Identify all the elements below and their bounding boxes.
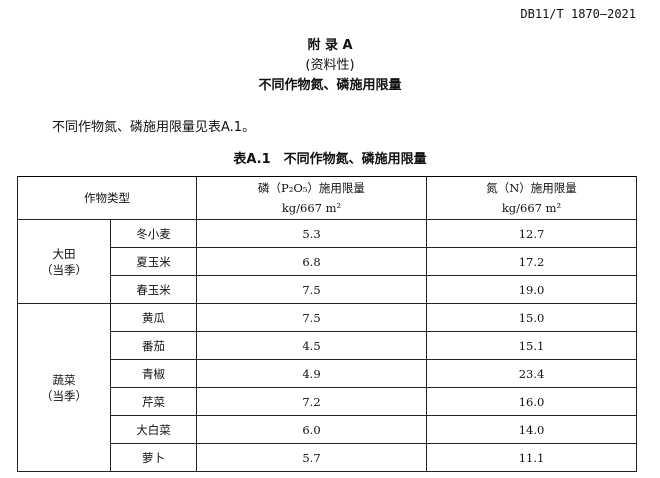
crop-cell: 萝卜 bbox=[110, 443, 197, 472]
group-sub: （当季） bbox=[41, 262, 87, 277]
nitrogen-unit: kg/667 m² bbox=[501, 201, 562, 215]
table-row: 芹菜 7.2 16.0 bbox=[18, 387, 637, 416]
crop-cell: 番茄 bbox=[110, 331, 197, 360]
nitrogen-value: 11.1 bbox=[426, 443, 637, 472]
group-name: 蔬菜 bbox=[52, 372, 76, 387]
table-row: 春玉米 7.5 19.0 bbox=[18, 275, 637, 304]
appendix-heading: 附 录 A bbox=[307, 38, 353, 53]
phosphorus-label: 磷（P₂O₅）施用限量 bbox=[258, 181, 365, 195]
phosphorus-value: 5.3 bbox=[196, 219, 427, 248]
nitrogen-label: 氮（N）施用限量 bbox=[486, 181, 577, 195]
crop-cell: 芹菜 bbox=[110, 387, 197, 416]
nitrogen-value: 23.4 bbox=[426, 359, 637, 388]
crop-cell: 青椒 bbox=[110, 359, 197, 388]
phosphorus-value: 7.5 bbox=[196, 303, 427, 332]
nitrogen-value: 15.0 bbox=[426, 303, 637, 332]
intro-text: 不同作物氮、磷施用限量见表A.1。 bbox=[52, 120, 256, 135]
table-row: 夏玉米 6.8 17.2 bbox=[18, 247, 637, 276]
appendix-nature: (资料性) bbox=[305, 58, 355, 73]
nitrogen-value: 19.0 bbox=[426, 275, 637, 304]
group-cell: 蔬菜 （当季） bbox=[17, 303, 111, 472]
table-row: 番茄 4.5 15.1 bbox=[18, 331, 637, 360]
phosphorus-value: 5.7 bbox=[196, 443, 427, 472]
header-phosphorus: 磷（P₂O₅）施用限量 kg/667 m² bbox=[196, 176, 427, 220]
nitrogen-value: 12.7 bbox=[426, 219, 637, 248]
crop-cell: 黄瓜 bbox=[110, 303, 197, 332]
phosphorus-value: 7.5 bbox=[196, 275, 427, 304]
header-row: 作物类型 磷（P₂O₅）施用限量 kg/667 m² 氮（N）施用限量 kg/667… bbox=[17, 176, 637, 220]
nitrogen-value: 14.0 bbox=[426, 415, 637, 444]
phosphorus-unit: kg/667 m² bbox=[281, 201, 342, 215]
group-name: 大田 bbox=[52, 246, 76, 261]
phosphorus-value: 4.9 bbox=[196, 359, 427, 388]
standard-id: DB11/T 1870—2021 bbox=[520, 7, 636, 21]
table-row: 蔬菜 （当季） 黄瓜 7.5 15.0 bbox=[17, 303, 637, 472]
group-cell: 大田 （当季） bbox=[17, 219, 111, 304]
nitrogen-value: 15.1 bbox=[426, 331, 637, 360]
group-sub: （当季） bbox=[41, 388, 87, 403]
phosphorus-value: 6.0 bbox=[196, 415, 427, 444]
phosphorus-value: 7.2 bbox=[196, 387, 427, 416]
header-nitrogen: 氮（N）施用限量 kg/667 m² bbox=[426, 176, 637, 220]
appendix-title: 不同作物氮、磷施用限量 bbox=[258, 78, 402, 93]
table-caption: 表A.1 不同作物氮、磷施用限量 bbox=[233, 152, 427, 167]
table-row: 大田 （当季） 冬小麦 5.3 12.7 bbox=[17, 219, 637, 304]
nitrogen-value: 16.0 bbox=[426, 387, 637, 416]
crop-cell: 春玉米 bbox=[110, 275, 197, 304]
nitrogen-value: 17.2 bbox=[426, 247, 637, 276]
limits-table: 作物类型 磷（P₂O₅）施用限量 kg/667 m² 氮（N）施用限量 kg/667… bbox=[17, 176, 637, 472]
table-row: 大白菜 6.0 14.0 bbox=[18, 415, 637, 444]
phosphorus-value: 6.8 bbox=[196, 247, 427, 276]
crop-cell: 夏玉米 bbox=[110, 247, 197, 276]
table-row: 萝卜 5.7 11.1 bbox=[18, 443, 637, 472]
table-row: 青椒 4.9 23.4 bbox=[18, 359, 637, 388]
crop-cell: 冬小麦 bbox=[110, 219, 197, 248]
header-crop-type: 作物类型 bbox=[17, 176, 197, 220]
phosphorus-value: 4.5 bbox=[196, 331, 427, 360]
crop-cell: 大白菜 bbox=[110, 415, 197, 444]
